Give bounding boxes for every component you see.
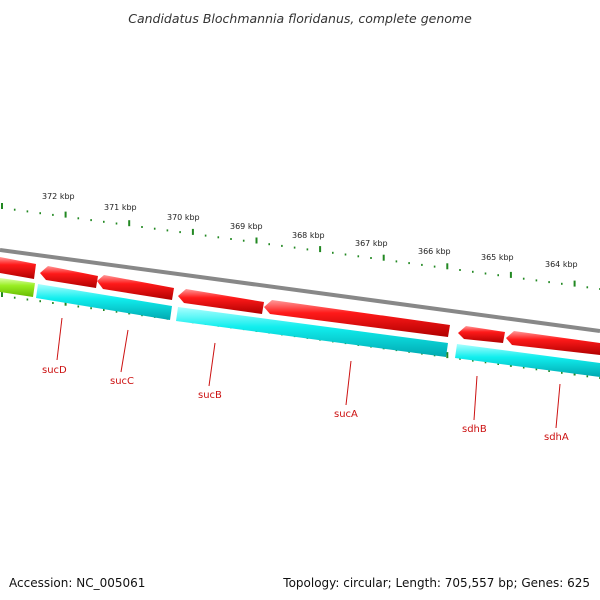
gene-label-sucD: sucD <box>42 365 67 376</box>
cds-arrow-far-left <box>0 257 36 279</box>
leader-sucA <box>345 360 352 406</box>
kbp-label-371: 371 kbp <box>104 203 137 212</box>
feature-green-segment <box>0 278 35 297</box>
kbp-label-366: 366 kbp <box>418 247 451 256</box>
gene-label-sucC: sucC <box>110 376 134 387</box>
cds-cyan-track <box>36 284 600 377</box>
leader-sucC <box>120 329 129 373</box>
cds-arrow-sucD <box>40 266 98 288</box>
cds-arrow-sdhB <box>458 326 505 343</box>
cds-arrow-sucC <box>97 275 174 300</box>
accession-label: Accession: NC_005061 <box>9 576 146 590</box>
genome-stats-label: Topology: circular; Length: 705,557 bp; … <box>283 576 590 590</box>
cds-arrow-sucB <box>178 289 264 314</box>
gene-label-sdhB: sdhB <box>462 424 487 435</box>
gene-leaders <box>56 317 561 429</box>
genome-backbone <box>0 248 600 333</box>
cds-arrow-sucA <box>264 300 450 337</box>
kbp-label-372: 372 kbp <box>42 192 75 201</box>
cds-arrow-sdhA <box>506 331 600 355</box>
kbp-label-365: 365 kbp <box>481 253 514 262</box>
kbp-label-368: 368 kbp <box>292 231 325 240</box>
cyan-segment-1 <box>36 284 172 320</box>
gene-labels: sucD sucC sucB sucA sdhB sdhA <box>42 365 569 443</box>
map-title: Candidatus Blochmannia floridanus, compl… <box>128 11 472 26</box>
gene-label-sucB: sucB <box>198 390 222 401</box>
kbp-labels: 372 kbp 371 kbp 370 kbp 369 kbp 368 kbp … <box>42 192 578 269</box>
leader-sucD <box>56 317 63 361</box>
cyan-segment-3 <box>455 344 600 377</box>
kbp-label-370: 370 kbp <box>167 213 200 222</box>
leader-sdhB <box>473 375 478 421</box>
gene-label-sucA: sucA <box>334 409 358 420</box>
outer-tick-row <box>1 203 600 290</box>
leader-sdhA <box>555 383 561 429</box>
leader-sucB <box>208 342 216 387</box>
kbp-label-369: 369 kbp <box>230 222 263 231</box>
cyan-segment-2 <box>176 307 448 357</box>
kbp-label-364: 364 kbp <box>545 260 578 269</box>
cds-forward-track <box>0 257 600 355</box>
kbp-label-367: 367 kbp <box>355 239 388 248</box>
gene-label-sdhA: sdhA <box>544 432 569 443</box>
